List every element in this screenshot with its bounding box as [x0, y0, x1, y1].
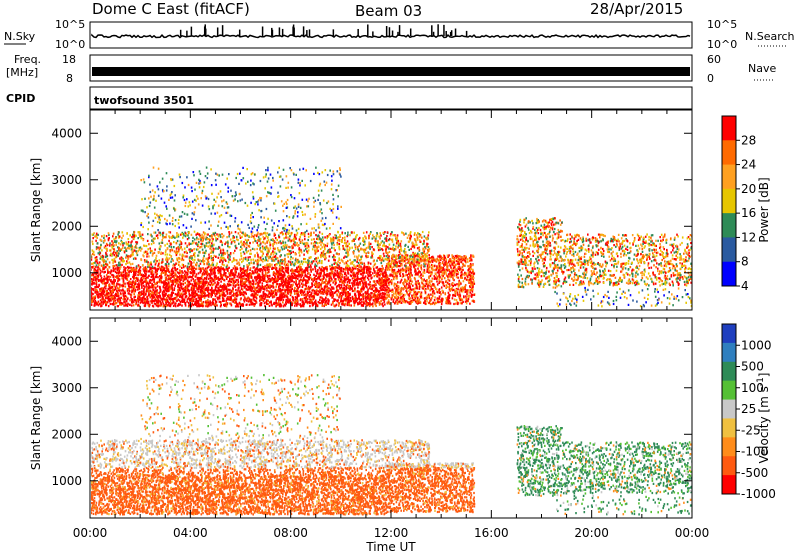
colorbar-swatch: [722, 164, 736, 190]
y-tick-label: 2000: [51, 427, 82, 441]
nsky-trace: [91, 24, 691, 39]
colorbar-swatch: [722, 140, 736, 166]
y-tick-label: 3000: [51, 173, 82, 187]
colorbar-tick-label: 16: [741, 206, 756, 220]
nsearch-tick-top: 10^5: [707, 18, 737, 31]
colorbar-tick-label: -1000: [741, 487, 776, 501]
nsearch-label: N.Search: [745, 30, 795, 43]
x-tick-label: 00:00: [73, 526, 108, 540]
nsearch-tick-bottom: 10^0: [707, 38, 737, 51]
velocity-axes: 1000 2000 3000 4000: [51, 318, 693, 518]
beam-title: Beam 03: [355, 2, 422, 20]
nave-tick-bottom: 0: [707, 72, 714, 85]
colorbar-tick-label: -100: [741, 445, 768, 459]
colorbar-swatch: [722, 437, 736, 457]
colorbar-tick-label: 4: [741, 279, 749, 293]
nsky-tick-top: 10^5: [55, 18, 85, 31]
nsky-strip: N.Sky 10^5 10^0 10^5 10^0 N.Search: [4, 18, 795, 51]
colorbar-swatch: [722, 116, 736, 141]
x-tick-label: 16:00: [474, 526, 509, 540]
power-ylabel: Slant Range [km]: [29, 158, 43, 262]
velocity-echoes: [91, 374, 692, 516]
freq-strip: Freq. [MHz] 18 8 60 0 Nave: [6, 53, 776, 85]
colorbar-swatch: [722, 213, 736, 238]
colorbar-tick-label: 1000: [741, 338, 772, 352]
colorbar-tick-label: 500: [741, 360, 764, 374]
nsky-tick-bottom: 10^0: [55, 38, 85, 51]
y-tick-label: 4000: [51, 334, 82, 348]
colorbar-swatch: [722, 456, 736, 476]
y-tick-label: 2000: [51, 219, 82, 233]
colorbar-tick-label: 20: [741, 182, 756, 196]
cpid-label: CPID: [6, 92, 35, 105]
velocity-colorbar: 1000 500 100 25 -25 -100 -500 -1000: [721, 323, 776, 501]
freq-label: Freq.: [14, 53, 41, 66]
colorbar-tick-label: 8: [741, 255, 749, 269]
colorbar-swatch: [722, 188, 736, 214]
colorbar-swatch: [722, 475, 736, 495]
freq-tick-top: 18: [62, 53, 76, 66]
colorbar-swatch: [722, 261, 736, 287]
y-tick-label: 4000: [51, 126, 82, 140]
nsky-label: N.Sky: [4, 30, 36, 43]
cpid-value: twofsound 3501: [94, 94, 194, 107]
station-title: Dome C East (fitACF): [92, 0, 250, 18]
x-tick-label: 00:00: [675, 526, 710, 540]
freq-tick-bottom: 8: [66, 72, 73, 85]
x-tick-label: 08:00: [273, 526, 308, 540]
y-tick-label: 1000: [51, 266, 82, 280]
colorbar-tick-label: 12: [741, 230, 756, 244]
cpid-strip: CPID twofsound 3501: [6, 86, 693, 110]
time-axis-label: Time UT: [365, 540, 416, 554]
x-tick-label: 12:00: [374, 526, 409, 540]
power-panel: 1000 2000 3000 4000 Slant Range [km] 28 24 20…: [29, 109, 771, 311]
date-title: 28/Apr/2015: [590, 0, 683, 18]
colorbar-swatch: [722, 324, 736, 344]
colorbar-swatch: [722, 361, 736, 382]
colorbar-tick-label: -25: [741, 423, 761, 437]
power-axes: 1000 2000 3000 4000: [51, 110, 693, 310]
colorbar-tick-label: 24: [741, 158, 756, 172]
velocity-colorbar-label: Velocity [m s-1]: [756, 373, 771, 464]
colorbar-tick-label: 100: [741, 381, 764, 395]
power-colorbar: 28 24 20 16 12 8 4: [721, 115, 756, 293]
colorbar-swatch: [722, 237, 736, 263]
nsky-line: [91, 33, 691, 39]
time-axis-ticks: 00:00 04:00 08:00 12:00 16:00 20:00 00:00: [73, 526, 710, 540]
colorbar-tick-label: 28: [741, 133, 756, 147]
power-echoes: [91, 166, 692, 308]
colorbar-swatch: [722, 342, 736, 363]
freq-trace: [92, 67, 690, 76]
power-colorbar-label: Power [dB]: [757, 177, 771, 242]
y-tick-label: 3000: [51, 381, 82, 395]
y-tick-label: 1000: [51, 474, 82, 488]
x-tick-label: 04:00: [173, 526, 208, 540]
colorbar-swatch: [722, 418, 736, 438]
velocity-ylabel: Slant Range [km]: [29, 366, 43, 470]
colorbar-tick-label: -500: [741, 466, 768, 480]
colorbar-swatch: [722, 380, 736, 401]
freq-unit-label: [MHz]: [6, 66, 38, 79]
colorbar-tick-label: 25: [741, 402, 756, 416]
nave-label: Nave: [748, 62, 776, 75]
colorbar-swatch: [722, 399, 736, 419]
x-tick-label: 20:00: [574, 526, 609, 540]
nave-tick-top: 60: [707, 53, 721, 66]
velocity-panel: 1000 2000 3000 4000 Slant Range [km] 1000 50…: [29, 317, 776, 554]
